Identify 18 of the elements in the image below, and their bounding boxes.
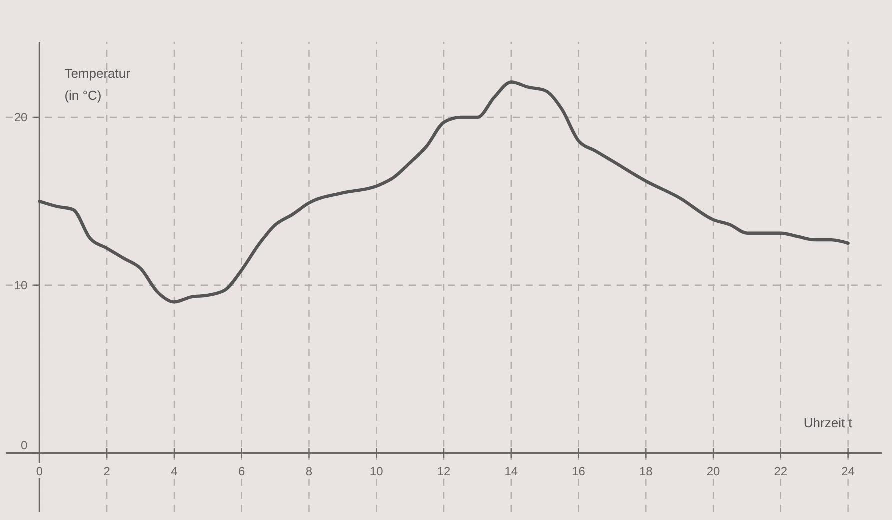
x-tick-label: 4 xyxy=(171,464,178,478)
x-tick-label: 20 xyxy=(706,464,721,478)
y-tick-label: 10 xyxy=(14,278,28,292)
x-tick-label: 16 xyxy=(572,464,586,478)
y-axis-title: Temperatur (in °C) xyxy=(64,66,132,103)
x-tick-label: 14 xyxy=(504,464,518,478)
x-axis-title: Uhrzeit t xyxy=(804,415,853,430)
x-tick-label: 18 xyxy=(639,464,654,478)
x-tick-label: 12 xyxy=(437,464,451,478)
y-tick-label: 20 xyxy=(14,110,28,125)
x-tick-label: 22 xyxy=(774,464,788,478)
x-tick-label: 24 xyxy=(842,464,856,478)
x-tick-label: 2 xyxy=(104,464,111,478)
x-tick-label: 10 xyxy=(370,464,384,478)
x-tick-label: 8 xyxy=(306,464,313,478)
x-tick-label: 6 xyxy=(238,464,246,478)
y-tick-label: 0 xyxy=(21,438,28,452)
x-tick-label: 0 xyxy=(36,464,44,478)
